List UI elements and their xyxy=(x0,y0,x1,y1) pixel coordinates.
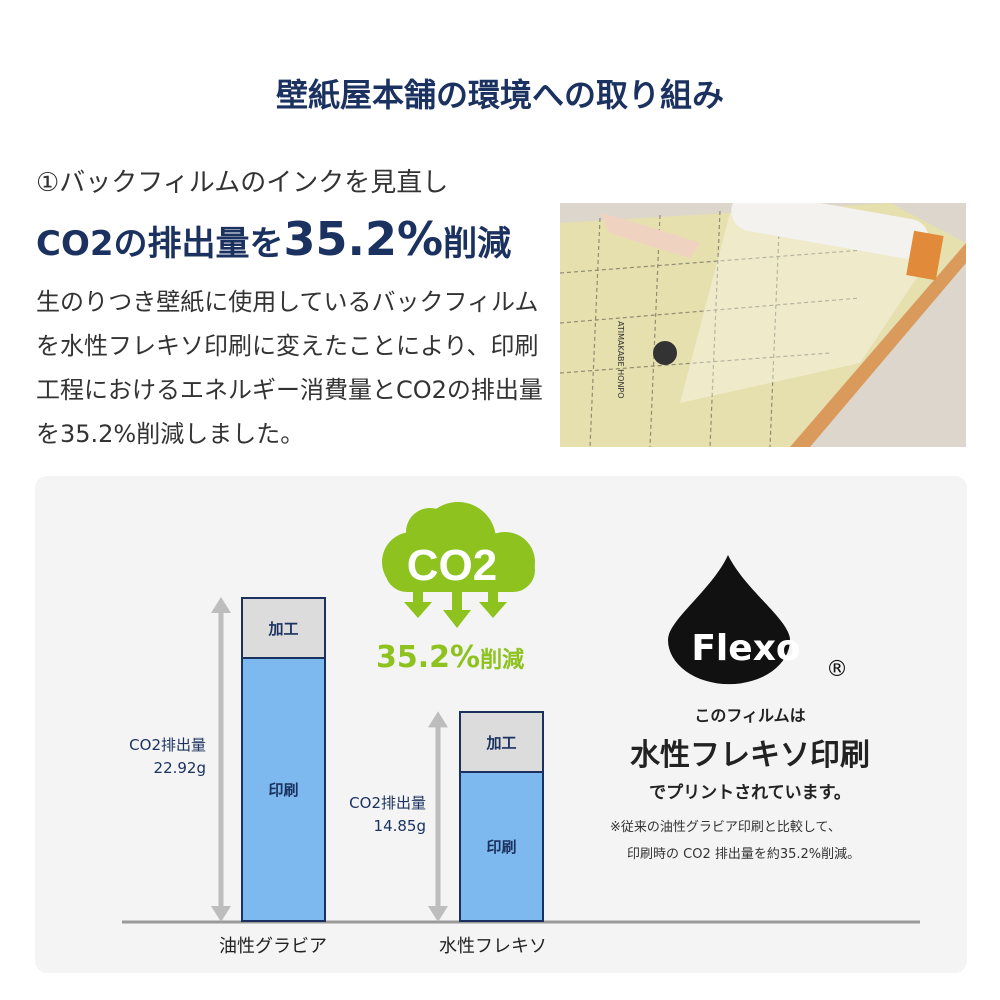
photo-illustration: ATIMAKABE HONPO xyxy=(560,203,966,447)
section-headline: CO2の排出量を35.2%削減 xyxy=(36,212,511,266)
flexo-logo: Flexo xyxy=(691,628,800,669)
registered-mark: ® xyxy=(826,657,848,682)
reduction-value: 35.2% xyxy=(376,640,481,675)
reduction-label: 35.2%削減 xyxy=(376,640,524,675)
flexo-drop-icon xyxy=(668,555,790,685)
cloud-co2-label: CO2 xyxy=(407,541,497,590)
page-title: 壁紙屋本舗の環境への取り組み xyxy=(275,76,724,114)
co2-cloud-icon xyxy=(382,502,535,628)
bar-segment-process: 加工 xyxy=(459,711,544,774)
headline-pre: CO2の排出量を xyxy=(36,224,284,264)
total-label-value: 22.92g xyxy=(153,759,206,777)
flexo-line1: このフィルムは xyxy=(694,706,806,725)
category-label-0: 油性グラビア xyxy=(219,936,327,957)
category-label-1: 水性フレキソ xyxy=(439,936,547,957)
total-label-1: CO2排出量 14.85g xyxy=(306,792,426,838)
flexo-line3: でプリントされています。 xyxy=(649,783,851,803)
headline-value: 35.2% xyxy=(283,212,444,266)
headline-post: 削減 xyxy=(443,224,512,264)
total-label-text: CO2排出量 xyxy=(129,736,206,754)
total-label-value: 14.85g xyxy=(373,817,426,835)
total-label-0: CO2排出量 22.92g xyxy=(86,734,206,780)
total-arrow xyxy=(428,711,448,922)
bar-segment-print: 印刷 xyxy=(241,657,326,922)
film-text: ATIMAKABE HONPO xyxy=(616,321,625,399)
reduction-suffix: 削減 xyxy=(480,648,525,673)
product-photo: ATIMAKABE HONPO xyxy=(560,203,966,447)
flexo-line2: 水性フレキソ印刷 xyxy=(630,738,870,773)
note-line2: 印刷時の CO2 排出量を約35.2%削減。 xyxy=(627,847,861,862)
bar-segment-process: 加工 xyxy=(241,597,326,659)
note-line1: ※従来の油性グラビア印刷と比較して、 xyxy=(610,820,841,835)
section-body: 生のりつき壁紙に使用しているバックフィルムを水性フレキソ印刷に変えたことにより、… xyxy=(36,288,543,448)
section-subtitle: ①バックフィルムのインクを見直し xyxy=(36,168,449,198)
bar-segment-print: 印刷 xyxy=(459,771,544,922)
total-label-text: CO2排出量 xyxy=(349,794,426,812)
total-arrow xyxy=(211,597,231,922)
